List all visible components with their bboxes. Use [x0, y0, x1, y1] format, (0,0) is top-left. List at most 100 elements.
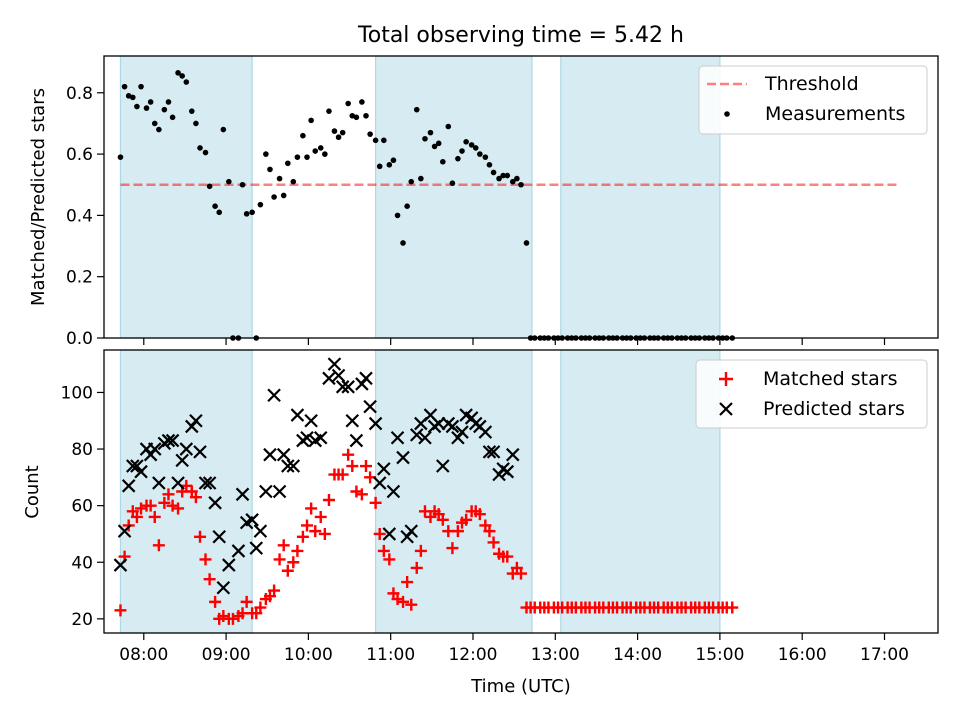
- measurement-point: [363, 112, 369, 119]
- matched-star-point: [291, 544, 304, 557]
- measurement-point: [418, 175, 424, 182]
- measurement-point: [161, 106, 168, 113]
- predicted-star-point: [372, 476, 387, 490]
- matched-star-point: [130, 510, 143, 523]
- measurement-point: [169, 114, 176, 121]
- predicted-star-point: [396, 450, 410, 465]
- predicted-star-point: [212, 530, 227, 544]
- predicted-star-point: [189, 413, 203, 428]
- measurement-point: [212, 203, 218, 209]
- predicted-star-point: [152, 476, 166, 490]
- y-tick-label: 0.4: [66, 206, 93, 226]
- matched-star-point: [436, 513, 449, 526]
- y-tick-label: 0.2: [66, 268, 93, 288]
- predicted-star-point: [505, 447, 520, 462]
- measurement-point: [427, 129, 434, 136]
- y-tick-label: 0.0: [66, 329, 93, 349]
- x-tick-label: 14:00: [613, 645, 662, 665]
- measurement-point: [151, 120, 158, 127]
- measurement-point: [117, 154, 124, 160]
- matched-star-point: [342, 448, 355, 461]
- measurement-point: [372, 137, 379, 144]
- measurement-point: [138, 83, 144, 90]
- matched-star-point: [501, 550, 514, 563]
- matched-star-point: [189, 491, 202, 504]
- predicted-star-point: [341, 380, 355, 394]
- bottom-y-axis-label: Count: [22, 465, 43, 518]
- matched-star-point: [410, 561, 423, 574]
- predicted-star-point: [165, 433, 180, 448]
- measurement-point: [143, 105, 150, 111]
- predicted-star-point: [134, 464, 148, 479]
- predicted-star-point: [349, 433, 364, 448]
- measurement-point: [386, 162, 393, 168]
- predicted-star-point: [436, 459, 450, 473]
- matched-star-point: [158, 496, 171, 509]
- predicted-star-point: [368, 416, 383, 431]
- measurement-point: [121, 83, 128, 90]
- threshold-legend-label: Threshold: [764, 73, 859, 95]
- measurement-point: [197, 145, 203, 151]
- measurement-point: [130, 94, 136, 101]
- x-tick-label: 10:00: [284, 645, 333, 665]
- matched-star-point: [314, 510, 327, 523]
- predicted-star-point: [345, 413, 360, 428]
- matched-star-point: [473, 508, 486, 521]
- measurement-point: [367, 131, 373, 137]
- measurement-point: [472, 145, 479, 151]
- predicted-star-point: [322, 371, 336, 386]
- predicted-star-point: [300, 430, 314, 445]
- predicted-star-point: [455, 425, 469, 439]
- measurement-point: [304, 154, 310, 160]
- top-legend: Threshold Measurements: [698, 65, 928, 135]
- matched-star-point: [487, 536, 500, 549]
- matched-legend-label: Matched stars: [763, 368, 897, 390]
- top-observing-bands: [119, 55, 721, 339]
- measurement-point: [220, 126, 227, 133]
- measurement-point: [193, 120, 199, 127]
- matched-star-point: [305, 502, 318, 515]
- matched-star-point: [350, 485, 363, 498]
- predicted-star-point: [117, 524, 132, 538]
- matched-star-point: [152, 539, 165, 552]
- predicted-star-point: [198, 476, 213, 490]
- y-tick-label: 100: [61, 383, 93, 403]
- bottom-y-axis: 20 40 60 80 100: [61, 383, 104, 630]
- measurement-point: [326, 108, 332, 114]
- predicted-star-point: [208, 496, 222, 510]
- predicted-star-point: [259, 484, 273, 499]
- predicted-legend-label: Predicted stars: [763, 398, 905, 420]
- matched-star-point: [254, 601, 267, 614]
- predicted-star-point: [202, 476, 217, 490]
- measurement-point: [134, 103, 140, 110]
- matched-star-point: [203, 573, 216, 586]
- matched-star-point: [369, 496, 382, 509]
- predicted-star-point: [222, 558, 236, 572]
- x-tick-label: 13:00: [531, 645, 580, 665]
- predicted-star-point: [216, 580, 231, 595]
- matched-star-point: [401, 576, 414, 589]
- predicted-star-point: [147, 442, 162, 456]
- bottom-observing-bands: [119, 349, 721, 634]
- predicted-star-point: [235, 487, 250, 502]
- predicted-star-point: [249, 541, 264, 555]
- predicted-star-point: [161, 433, 176, 448]
- matched-star-point: [144, 499, 157, 512]
- observing-band: [374, 349, 533, 634]
- measurement-point: [183, 79, 190, 85]
- matched-star-point: [355, 488, 368, 501]
- matched-star-point: [296, 530, 309, 543]
- matched-star-point: [373, 527, 386, 540]
- matched-star-point: [114, 604, 127, 617]
- measurement-point: [422, 135, 428, 142]
- measurement-point: [188, 108, 195, 114]
- measurement-point: [276, 175, 283, 182]
- x-tick-label: 16:00: [778, 645, 827, 665]
- predicted-star-point: [171, 476, 185, 490]
- measurement-point: [523, 240, 530, 246]
- matched-star-point: [515, 567, 527, 580]
- x-tick-label: 11:00: [366, 645, 415, 665]
- measurements-legend-label: Measurements: [765, 103, 905, 125]
- measurement-point: [239, 181, 246, 188]
- top-data-points: [117, 70, 736, 341]
